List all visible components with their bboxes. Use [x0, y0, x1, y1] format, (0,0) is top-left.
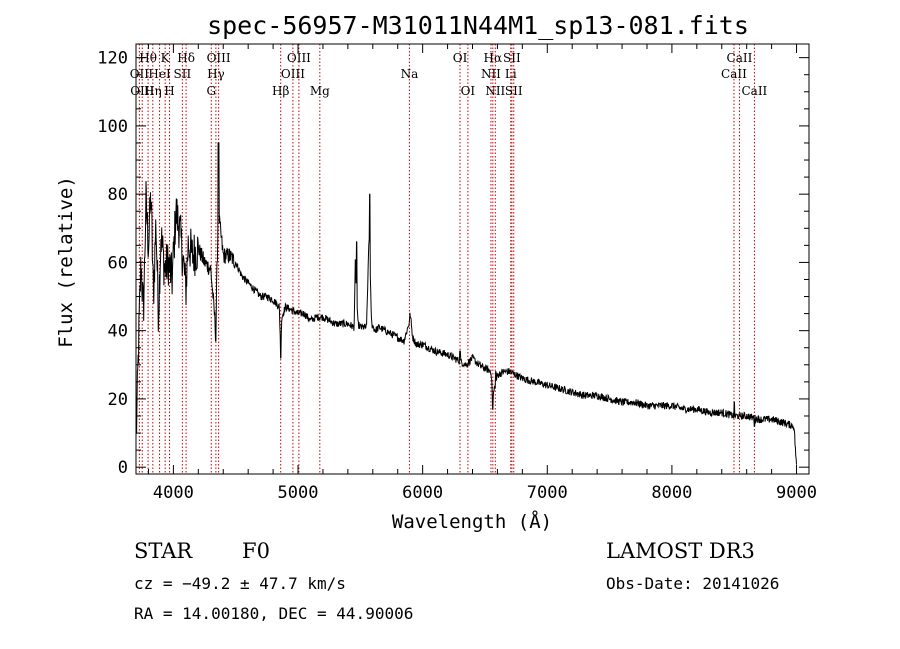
spectral-line-label: SII — [503, 51, 521, 65]
x-tick-label: 7000 — [527, 483, 568, 503]
spectral-line-markers — [138, 44, 755, 474]
spectral-line-label: H — [164, 84, 174, 98]
spectrum-layer — [135, 142, 797, 465]
y-tick-label: 100 — [97, 117, 128, 137]
y-tick-label: 0 — [118, 458, 128, 478]
x-tick-label: 4000 — [153, 483, 194, 503]
spectral-line-label: Na — [401, 67, 419, 81]
y-tick-label: 80 — [108, 185, 128, 205]
spectral-line-label: OIII — [207, 51, 231, 65]
spectral-line-label: OI — [453, 51, 468, 65]
survey-name: LAMOST DR3 — [606, 539, 755, 563]
observation-date: Obs-Date: 20141026 — [606, 574, 780, 593]
y-tick-label: 20 — [108, 390, 128, 410]
x-axis: 4000 5000 6000 7000 8000 9000 — [147, 44, 817, 503]
y-tick-label: 60 — [108, 253, 128, 273]
spectral-line-label: Hα — [484, 51, 503, 65]
y-axis: 0 20 40 60 80 100 120 — [97, 49, 809, 478]
spectral-line-label: Hθ — [139, 51, 157, 65]
x-axis-label: Wavelength (Å) — [392, 510, 552, 533]
x-tick-label: 6000 — [402, 483, 443, 503]
spectral-line-label: NII — [485, 84, 505, 98]
spectral-line-label: OIII — [287, 51, 311, 65]
x-tick-label: 5000 — [278, 483, 319, 503]
spectral-line-label: Mg — [310, 84, 330, 98]
spectral-line-label: Li — [505, 67, 517, 81]
spectral-line-label: CaII — [741, 84, 767, 98]
spectral-line-label: Hγ — [207, 67, 225, 81]
subclass: F0 — [242, 539, 270, 563]
spectral-line-label: Hδ — [177, 51, 195, 65]
spectral-line-label: Hη — [144, 84, 162, 98]
y-tick-label: 120 — [97, 49, 128, 69]
spectral-line-label: CaII — [721, 67, 747, 81]
coordinates: RA = 14.00180, DEC = 44.90006 — [134, 604, 414, 623]
spectral-line-label: OII — [130, 67, 150, 81]
spectral-line-label: OI — [461, 84, 476, 98]
spectral-line-label: SII — [505, 84, 523, 98]
spectral-line-label: CaII — [727, 51, 753, 65]
spectral-line-label: HeI — [148, 67, 171, 81]
x-tick-label: 9000 — [776, 483, 817, 503]
x-tick-label: 8000 — [651, 483, 692, 503]
object-class: STAR — [134, 539, 193, 563]
spectral-line-label: K — [161, 51, 171, 65]
spectral-line-label: Hβ — [272, 84, 289, 98]
spectral-line-label: OIII — [281, 67, 305, 81]
spectrum-series-line — [135, 142, 797, 465]
chart-title: spec-56957-M31011N44M1_sp13-081.fits — [207, 11, 749, 40]
y-tick-label: 40 — [108, 322, 128, 342]
spectral-line-label: G — [206, 84, 216, 98]
plot-frame — [135, 43, 810, 475]
spectral-line-label: SII — [174, 67, 192, 81]
redshift-cz: cz = −49.2 ± 47.7 km/s — [134, 574, 346, 593]
spectral-line-label: NII — [481, 67, 501, 81]
y-axis-label: Flux (relative) — [55, 176, 77, 348]
